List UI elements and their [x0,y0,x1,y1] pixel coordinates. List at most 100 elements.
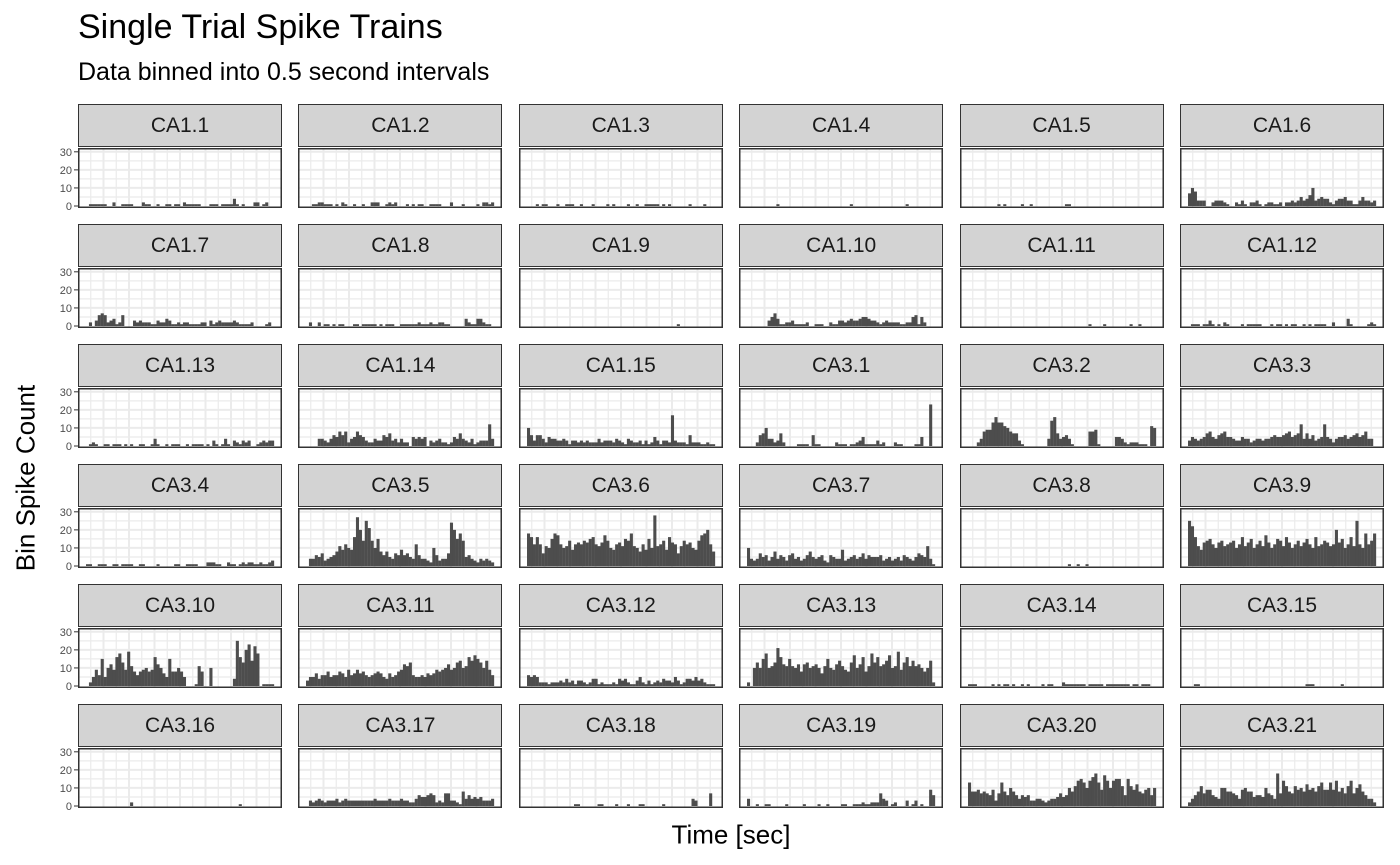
bar [209,320,213,326]
bar [350,549,354,566]
bar [1029,204,1033,206]
bar [321,438,325,446]
bar [1317,198,1321,206]
bar [418,555,422,566]
y-tick-label: 10 [60,423,72,435]
bar [847,671,851,686]
bar [124,204,128,206]
bar [338,802,342,806]
bar [1284,537,1289,566]
bar [444,667,448,686]
bar [920,555,924,566]
bar [438,204,442,206]
bar [626,438,630,446]
chart-subtitle: Data binned into 0.5 second intervals [78,58,490,86]
bar [638,551,642,566]
bar [100,204,104,206]
bar [773,551,777,566]
bar [758,553,763,566]
bar [638,440,642,446]
bar [970,791,974,806]
bar [97,675,101,686]
bar [112,202,116,206]
bar [1205,433,1209,446]
bar [650,547,654,566]
bar [1370,322,1374,326]
bar [800,560,804,566]
bar [162,322,166,326]
bar [876,802,880,806]
bar [844,560,848,566]
bar [1358,784,1362,806]
bar [1323,324,1327,326]
panel-border [518,748,723,808]
bar [614,544,619,566]
bar [1367,438,1371,446]
bar [306,680,310,686]
bar [1117,684,1121,686]
bar [450,442,454,446]
bar [371,540,375,566]
bar [647,538,651,566]
bar [1364,200,1368,206]
bar [873,320,877,326]
bar [341,202,345,206]
bar [644,549,648,566]
bar [482,667,486,686]
bar [109,664,113,686]
bar [209,562,213,566]
bar [664,440,668,446]
bar [611,549,616,566]
bar [700,678,704,686]
bar [103,315,107,326]
bar [611,442,616,446]
bar [773,442,777,446]
bar [564,204,569,206]
bar [435,802,439,806]
bar [1331,789,1336,806]
bar [1070,444,1074,446]
bar [403,664,407,686]
bar [1132,442,1136,446]
bar [1308,324,1312,326]
bar [1331,322,1336,326]
bar [1196,791,1200,806]
bar [165,444,169,446]
bar [614,804,619,806]
bar [265,564,269,566]
bar [896,651,901,686]
panel-border [959,508,1164,568]
panel-border [959,628,1164,688]
bar [708,684,713,686]
bar [929,404,933,446]
bar [1196,684,1200,686]
bar [855,442,859,446]
bar [238,564,242,566]
bar [1373,802,1377,806]
bar [394,202,398,206]
bar [1249,791,1253,806]
bar [653,682,657,686]
bar [1331,544,1336,566]
bar [682,540,686,566]
bar [1046,438,1050,446]
bar [112,564,116,566]
bar [976,442,980,446]
bar [130,444,134,446]
bar [365,800,369,806]
bar [894,442,898,446]
bar [870,556,874,566]
facet-strip: CA3.21 [1180,704,1384,747]
y-tick-label: 30 [60,147,72,159]
bar [779,657,783,686]
bar [182,322,187,326]
bar [1299,196,1303,206]
bar [391,558,395,566]
bar [373,324,378,326]
bar [1282,435,1286,446]
bar [982,791,986,806]
bar [711,684,715,686]
bar [785,666,789,686]
bar [1152,787,1156,806]
